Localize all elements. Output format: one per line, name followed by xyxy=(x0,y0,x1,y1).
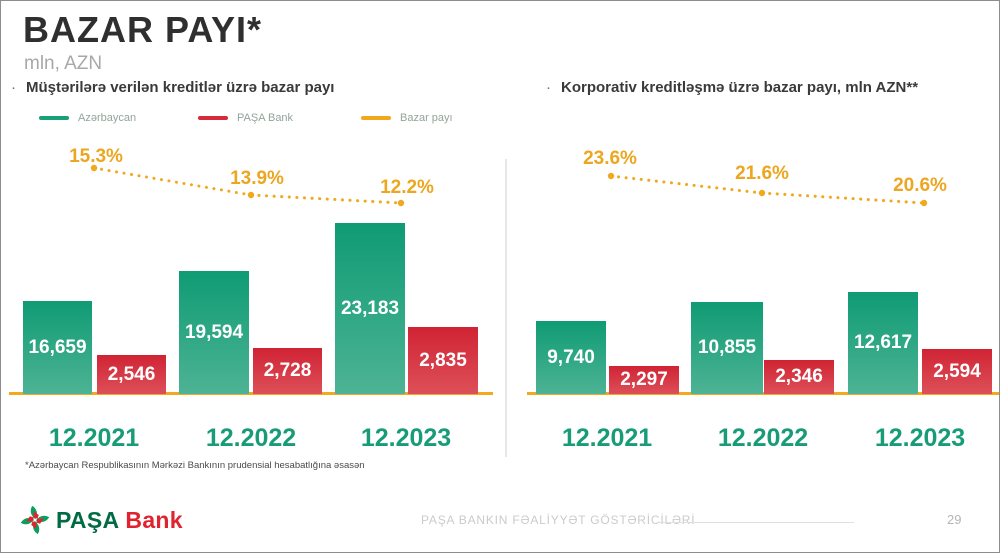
pasha-bank-logo-icon xyxy=(21,506,49,534)
footer-divider-line xyxy=(658,522,854,523)
chart-corporate-credits: 9,740 2,297 12.2021 10,855 2,346 12.2022 12,61… xyxy=(527,141,999,456)
pasha-bank-logo: PAŞA Bank xyxy=(21,506,183,534)
logo-text-pasa: PAŞA xyxy=(56,506,120,533)
x-axis-label: 12.2023 xyxy=(874,424,966,452)
market-share-point xyxy=(758,189,766,197)
bar-azerbaycan: 19,594 xyxy=(179,271,249,394)
bar-pasha-bank: 2,594 xyxy=(922,349,992,394)
market-share-percent-label: 21.6% xyxy=(735,163,789,184)
bar-value-label: 2,594 xyxy=(933,360,981,382)
legend: Azərbaycan PAŞA Bank Bazar payı xyxy=(1,112,501,128)
bar-pasha-bank: 2,346 xyxy=(764,360,834,394)
x-axis-label: 12.2022 xyxy=(717,424,809,452)
market-share-percent-label: 20.6% xyxy=(893,175,947,196)
section-title-left: · Müştərilərə verilən kreditlər üzrə baza… xyxy=(11,79,334,96)
bar-azerbaycan: 23,183 xyxy=(335,223,405,394)
chart-divider xyxy=(505,159,507,457)
market-share-percent-label: 23.6% xyxy=(583,148,637,169)
bar-value-label: 2,728 xyxy=(263,360,312,381)
x-axis-label: 12.2022 xyxy=(205,424,297,452)
legend-item-bazar-payi: Bazar payı xyxy=(361,112,453,124)
bar-value-label: 23,183 xyxy=(340,297,400,319)
bar-pasha-bank: 2,835 xyxy=(408,327,478,394)
bar-value-label: 9,740 xyxy=(547,346,595,368)
legend-label: Azərbaycan xyxy=(78,112,137,124)
page-title: BAZAR PAYI* xyxy=(23,9,263,50)
bar-azerbaycan: 9,740 xyxy=(536,321,606,394)
legend-label: PAŞA Bank xyxy=(237,112,294,124)
bar-value-label: 19,594 xyxy=(184,321,244,343)
footer-caption: PAŞA BANKIN FƏALİYYƏT GÖSTƏRİCİLƏRİ xyxy=(421,513,696,527)
bar-value-label: 2,546 xyxy=(107,363,156,385)
market-share-point xyxy=(397,199,405,207)
market-share-point xyxy=(607,172,615,180)
section-title-right: · Korporativ kreditləşmə üzrə bazar payı,… xyxy=(546,79,918,96)
market-share-point xyxy=(247,191,255,199)
bar-value-label: 2,297 xyxy=(620,369,668,390)
x-axis-label: 12.2021 xyxy=(48,424,140,452)
bar-value-label: 16,659 xyxy=(28,336,87,358)
footnote: *Azərbaycan Respublikasının Mərkəzi Bank… xyxy=(25,460,365,471)
market-share-percent-label: 12.2% xyxy=(380,177,434,198)
section-title-right-label: Korporativ kreditləşmə üzrə bazar payı, … xyxy=(561,79,919,96)
x-axis-label: 12.2023 xyxy=(360,424,452,452)
x-axis-baseline xyxy=(9,392,493,395)
page-number: 29 xyxy=(947,512,962,527)
legend-item-azerbaycan: Azərbaycan xyxy=(39,112,136,124)
legend-label: Bazar payı xyxy=(400,112,453,124)
bar-azerbaycan: 16,659 xyxy=(23,301,92,394)
market-share-point xyxy=(920,199,928,207)
legend-swatch-red xyxy=(198,116,228,120)
logo-text-bank: Bank xyxy=(125,506,183,533)
bar-value-label: 12,617 xyxy=(853,332,913,353)
legend-swatch-yellow xyxy=(361,116,391,120)
bar-pasha-bank: 2,546 xyxy=(97,355,166,394)
market-share-percent-label: 15.3% xyxy=(69,146,123,167)
market-share-percent-label: 13.9% xyxy=(230,168,284,189)
section-title-left-label: Müştərilərə verilən kreditlər üzrə bazar… xyxy=(26,79,335,96)
bar-pasha-bank: 2,728 xyxy=(253,348,322,394)
bar-pasha-bank: 2,297 xyxy=(609,366,679,394)
legend-item-pasha-bank: PAŞA Bank xyxy=(198,112,293,124)
legend-swatch-green xyxy=(39,116,69,120)
x-axis-baseline xyxy=(527,392,999,395)
chart-customer-credits: 16,659 2,546 12.2021 19,594 2,728 12.2022 23,1… xyxy=(9,141,493,456)
bar-value-label: 2,835 xyxy=(419,349,467,371)
x-axis-label: 12.2021 xyxy=(561,424,653,452)
bar-azerbaycan: 12,617 xyxy=(848,292,918,394)
bar-azerbaycan: 10,855 xyxy=(691,302,763,394)
page-subtitle: mln, AZN xyxy=(24,53,103,74)
bar-value-label: 10,855 xyxy=(697,337,757,358)
bullet-icon: · xyxy=(11,79,16,96)
bullet-icon: · xyxy=(546,79,551,96)
bar-value-label: 2,346 xyxy=(775,366,823,387)
